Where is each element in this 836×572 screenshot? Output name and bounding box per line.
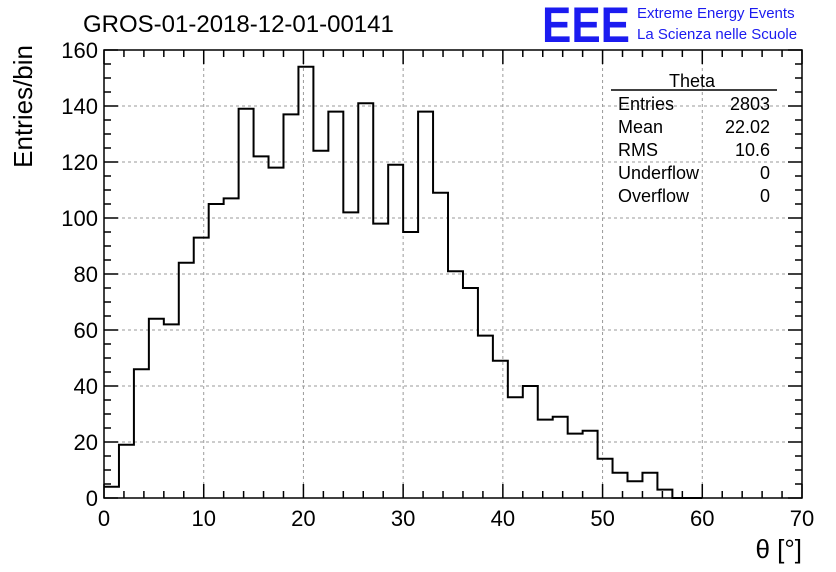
stats-value: 10.6 [735,140,770,160]
logo-line-1: Extreme Energy Events [637,5,795,22]
x-axis-title: θ [°] [755,534,802,564]
stats-name: Theta [669,71,716,91]
y-tick-label: 20 [74,430,98,455]
x-tick-label: 10 [191,506,215,531]
y-tick-label: 0 [86,486,98,511]
stats-value: 22.02 [725,117,770,137]
plot-frame [103,49,803,499]
eee-logo: EEE Extreme Energy Events La Scienza nel… [542,0,797,53]
stats-value: 0 [760,163,770,183]
y-tick-label: 40 [74,374,98,399]
stats-label: Entries [618,94,674,114]
x-tick-label: 30 [391,506,415,531]
histogram-outline [104,65,703,499]
y-tick-label: 100 [61,206,98,231]
y-axis-title: Entries/bin [8,45,38,168]
y-tick-label: 60 [74,318,98,343]
grid-lines [104,50,802,498]
x-tick-label: 0 [98,506,110,531]
x-tick-label: 40 [491,506,515,531]
x-tick-labels: 0 10 20 30 40 50 60 70 [98,506,814,531]
y-tick-label: 80 [74,262,98,287]
stats-label: Mean [618,117,663,137]
x-tick-label: 20 [291,506,315,531]
stats-rows: Entries 2803 Mean 22.02 RMS 10.6 Underflow 0 Ove… [618,94,770,206]
y-tick-label: 160 [61,38,98,63]
stats-value: 0 [760,186,770,206]
stats-box: Theta Entries 2803 Mean 22.02 RMS 10.6 Underfl… [611,71,777,206]
x-tick-label: 60 [690,506,714,531]
x-tick-label: 70 [790,506,814,531]
axis-ticks [103,49,803,499]
stats-value: 2803 [730,94,770,114]
y-tick-label: 120 [61,150,98,175]
logo-mark: EEE [542,0,630,53]
logo-line-2: La Scienza nelle Scuole [637,26,797,43]
stats-label: Underflow [618,163,700,183]
x-tick-label: 50 [590,506,614,531]
y-tick-label: 140 [61,94,98,119]
stats-label: RMS [618,140,658,160]
y-tick-labels: 0 20 40 60 80 100 120 140 160 [61,38,98,511]
chart-title: GROS-01-2018-12-01-00141 [83,11,394,38]
stats-label: Overflow [618,186,690,206]
